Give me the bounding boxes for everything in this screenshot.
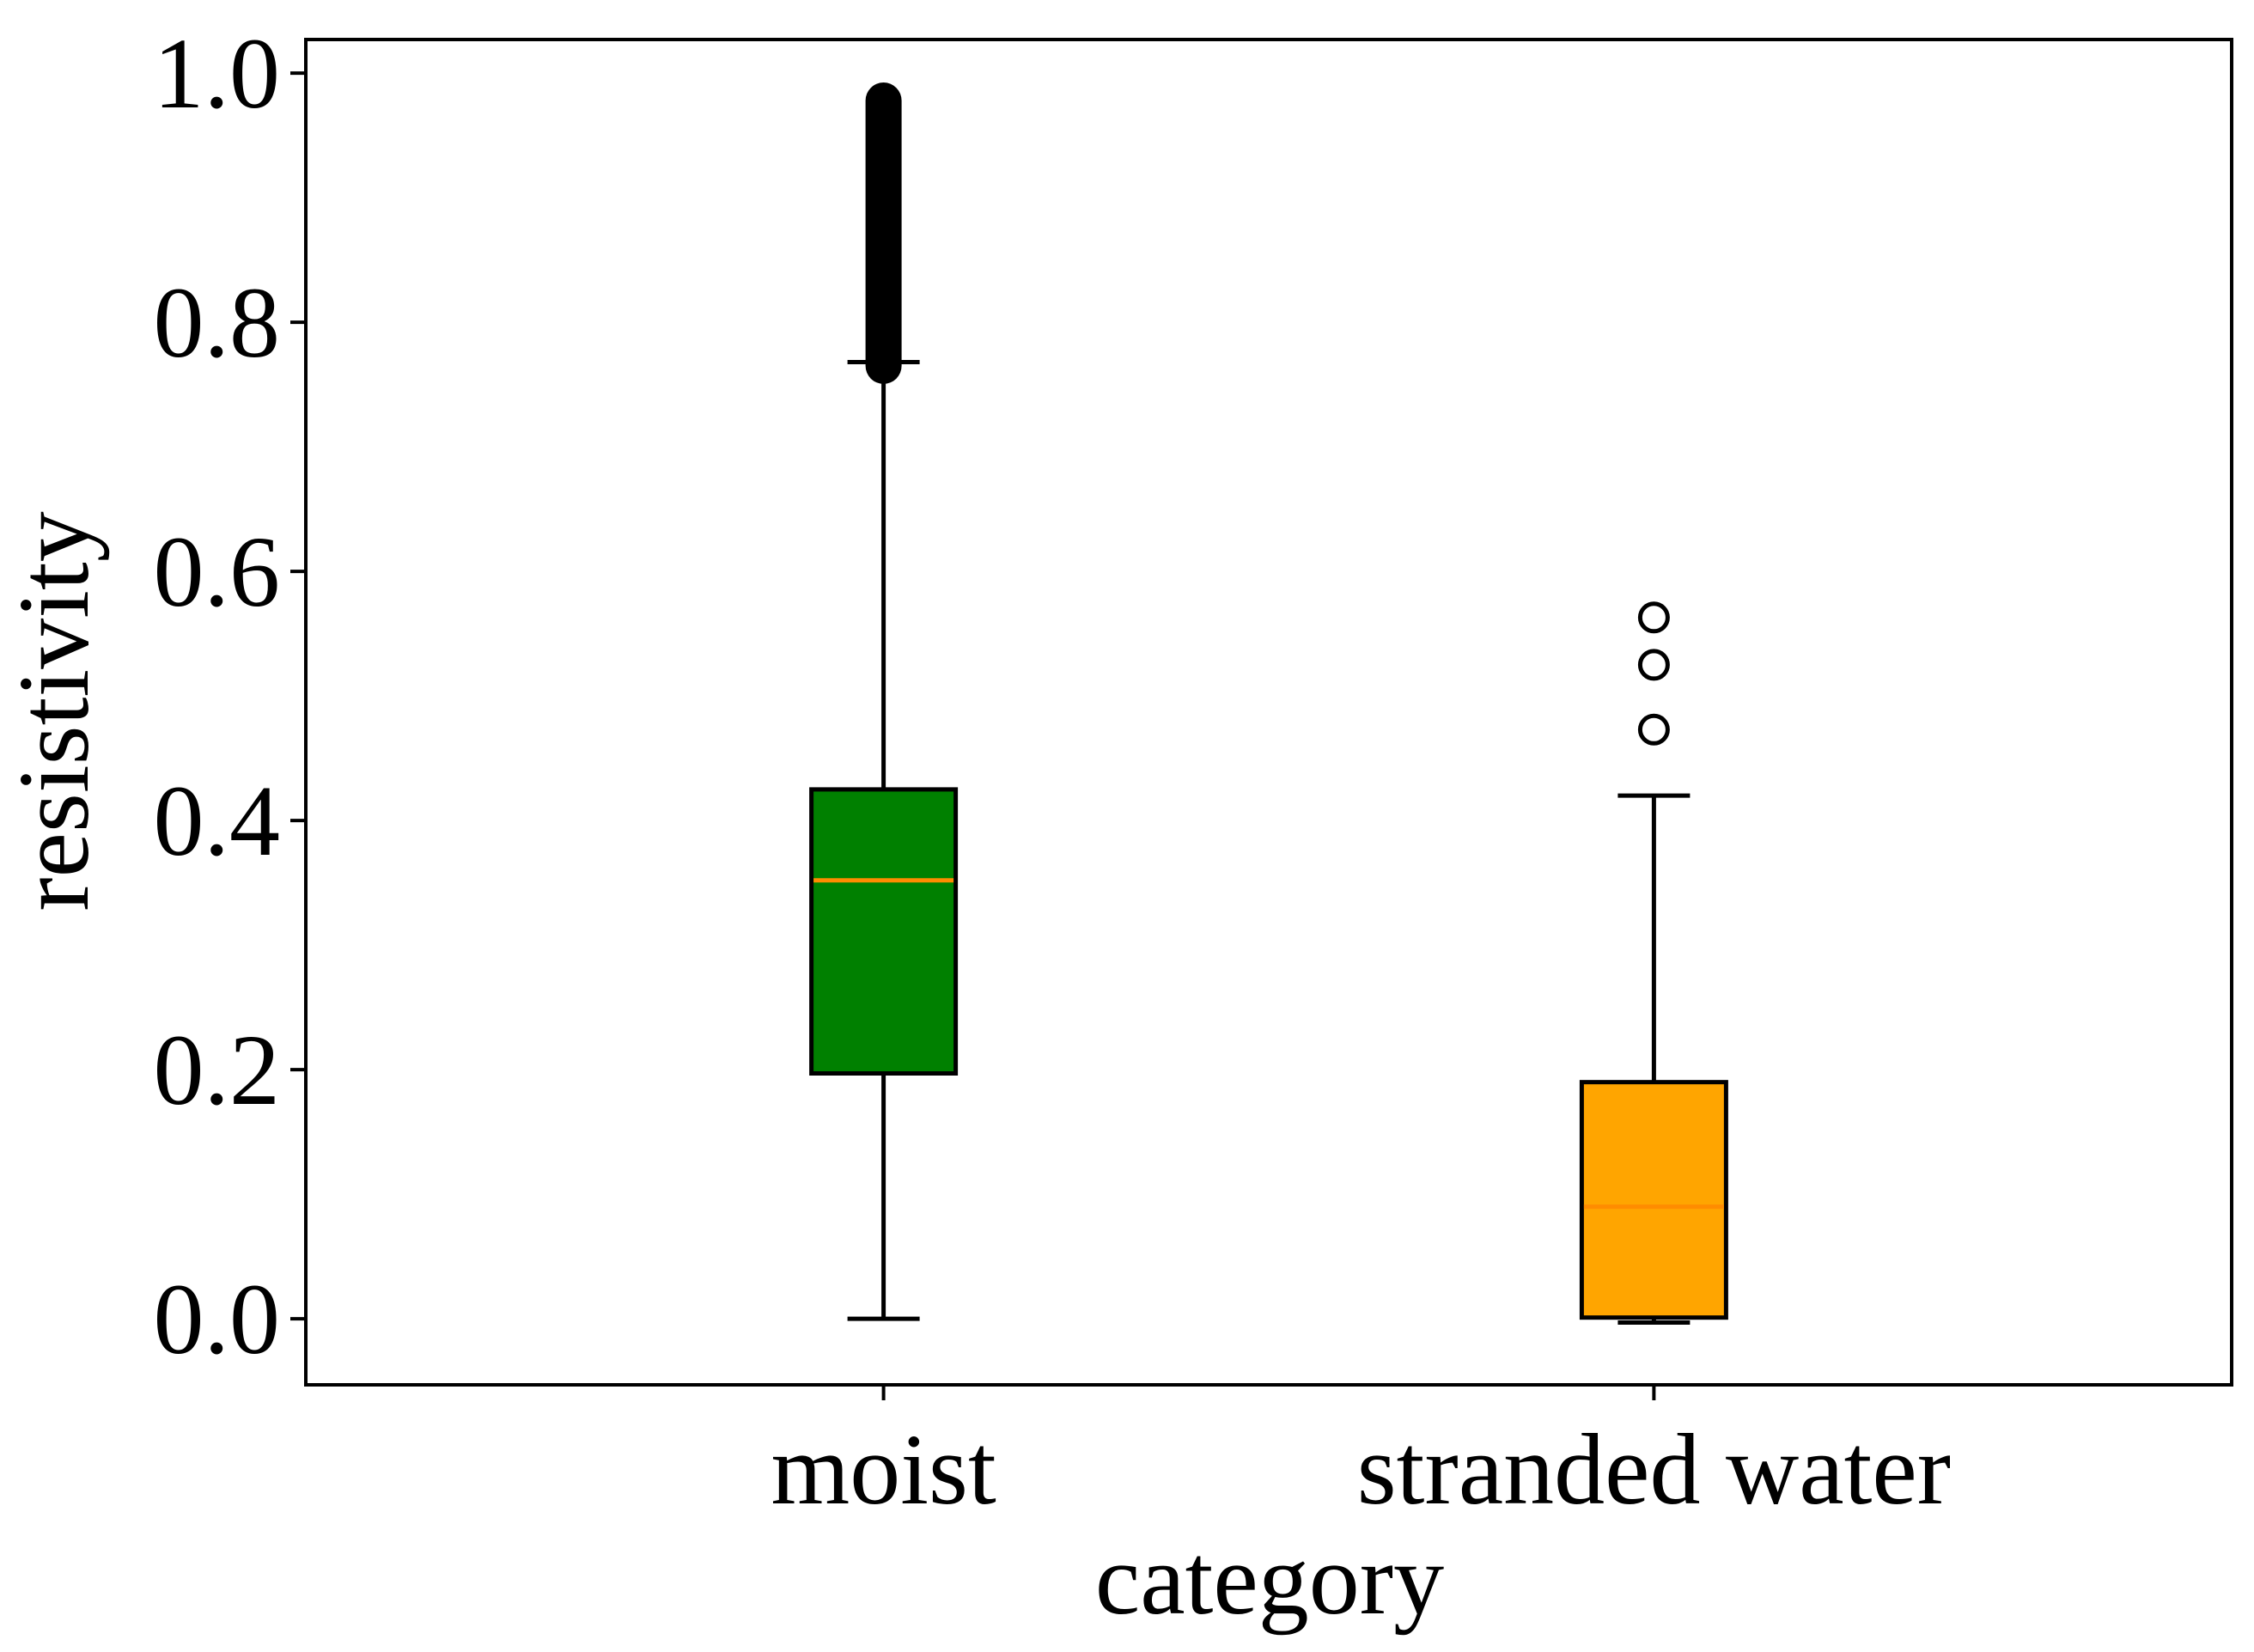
y-axis-title: resistivity [0, 511, 110, 911]
x-tick-label: moist [771, 1413, 996, 1526]
box-group-1 [809, 82, 959, 1321]
outlier-point [1637, 713, 1670, 746]
plot-frame [304, 38, 2233, 1387]
plot-area [809, 82, 1728, 1325]
outlier-point [1637, 649, 1670, 681]
axes: 0.0 0.2 0.4 0.6 0.8 1.0 moist stranded water [154, 17, 2233, 1526]
y-tick-label: 1.0 [154, 17, 281, 130]
y-tick-label: 0.0 [154, 1263, 281, 1375]
x-axis-title: category [1095, 1523, 1444, 1636]
outlier-point [1637, 601, 1670, 634]
box-iqr [1579, 1080, 1728, 1320]
y-tick-label: 0.8 [154, 266, 281, 379]
y-tick-label: 0.6 [154, 515, 281, 628]
box-group-2 [1579, 601, 1728, 1325]
y-tick-label: 0.2 [154, 1014, 281, 1126]
box-iqr [809, 787, 959, 1076]
x-tick-label: stranded water [1357, 1413, 1951, 1526]
y-tick-label: 0.4 [154, 765, 281, 877]
